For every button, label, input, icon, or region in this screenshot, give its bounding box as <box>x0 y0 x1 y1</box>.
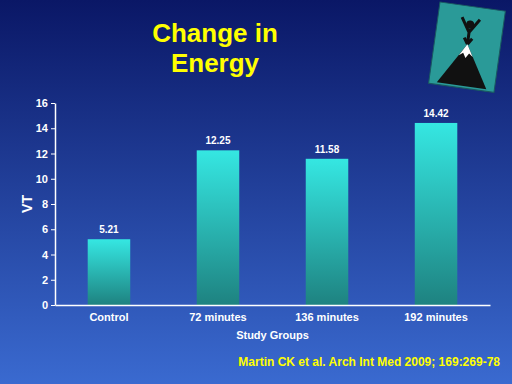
y-axis-title: VT <box>19 195 35 213</box>
tick: 0 <box>42 299 55 311</box>
tick-mark <box>51 204 55 205</box>
bar <box>88 239 131 305</box>
data-label: 11.58 <box>315 144 340 155</box>
title-line: Energy <box>171 48 260 78</box>
tick-mark <box>51 280 55 281</box>
tick-label: 6 <box>42 223 48 235</box>
bars <box>88 123 458 305</box>
tick: 12 <box>36 148 55 160</box>
tick: 16 <box>36 97 55 109</box>
bar <box>197 150 240 305</box>
x-axis: Control 72 minutes 136 minutes 192 minutes <box>56 306 491 324</box>
tick-label: 12 <box>36 148 48 160</box>
tick-label: 16 <box>36 97 48 109</box>
icon <box>429 2 506 92</box>
tick-mark <box>51 305 55 306</box>
tick-mark <box>51 128 55 129</box>
tick-label: 0 <box>42 299 48 311</box>
tick-label: 2 <box>42 274 48 286</box>
chart: Change inEnergy 0 2 4 6 8 10 12 14 16 Control 72 mi… <box>0 0 512 384</box>
tick-label: 10 <box>36 173 48 185</box>
plot: 0 2 4 6 8 10 12 14 16 Control 72 minutes 136 minute… <box>36 97 491 323</box>
tick-mark <box>51 154 55 155</box>
tick: 6 <box>42 223 55 235</box>
y-axis: 0 2 4 6 8 10 12 14 16 <box>36 97 56 311</box>
icon-climber <box>458 17 479 45</box>
tick: 10 <box>36 173 55 185</box>
x-axis-title: Study Groups <box>236 329 309 341</box>
tick: 2 <box>42 274 55 286</box>
bar <box>415 123 458 305</box>
icon-snow <box>459 43 475 59</box>
data-label: 12.25 <box>205 135 230 146</box>
tick-label: 72 minutes <box>189 311 246 323</box>
tick-mark <box>51 255 55 256</box>
tick-label: 192 minutes <box>404 311 468 323</box>
tick-label: 136 minutes <box>295 311 359 323</box>
data-label: 14.42 <box>424 108 449 119</box>
data-labels: 5.21 12.25 11.58 14.42 <box>99 108 449 235</box>
tick: 136 minutes <box>295 311 359 323</box>
icon-panel <box>429 2 506 92</box>
tick: 4 <box>42 249 55 261</box>
icon-mountain <box>437 41 492 90</box>
data-label: 5.21 <box>99 224 119 235</box>
title: Change inEnergy <box>152 18 278 78</box>
tick: 14 <box>36 122 55 134</box>
tick-label: 8 <box>42 198 48 210</box>
tick-mark <box>51 229 55 230</box>
background <box>0 0 512 384</box>
tick-mark <box>51 179 55 180</box>
annotation: Martin CK et al. Arch Int Med 2009; 169:… <box>238 355 500 369</box>
tick: 192 minutes <box>404 311 468 323</box>
tick: 8 <box>42 198 55 210</box>
tick: 72 minutes <box>189 311 246 323</box>
tick-mark <box>51 103 55 104</box>
tick-label: Control <box>89 311 128 323</box>
title-line: Change in <box>152 18 278 48</box>
bar <box>306 159 349 305</box>
tick: Control <box>89 311 128 323</box>
icon-head <box>466 20 475 29</box>
tick-label: 14 <box>36 122 49 134</box>
axis-line <box>56 305 491 307</box>
tick-label: 4 <box>42 249 49 261</box>
